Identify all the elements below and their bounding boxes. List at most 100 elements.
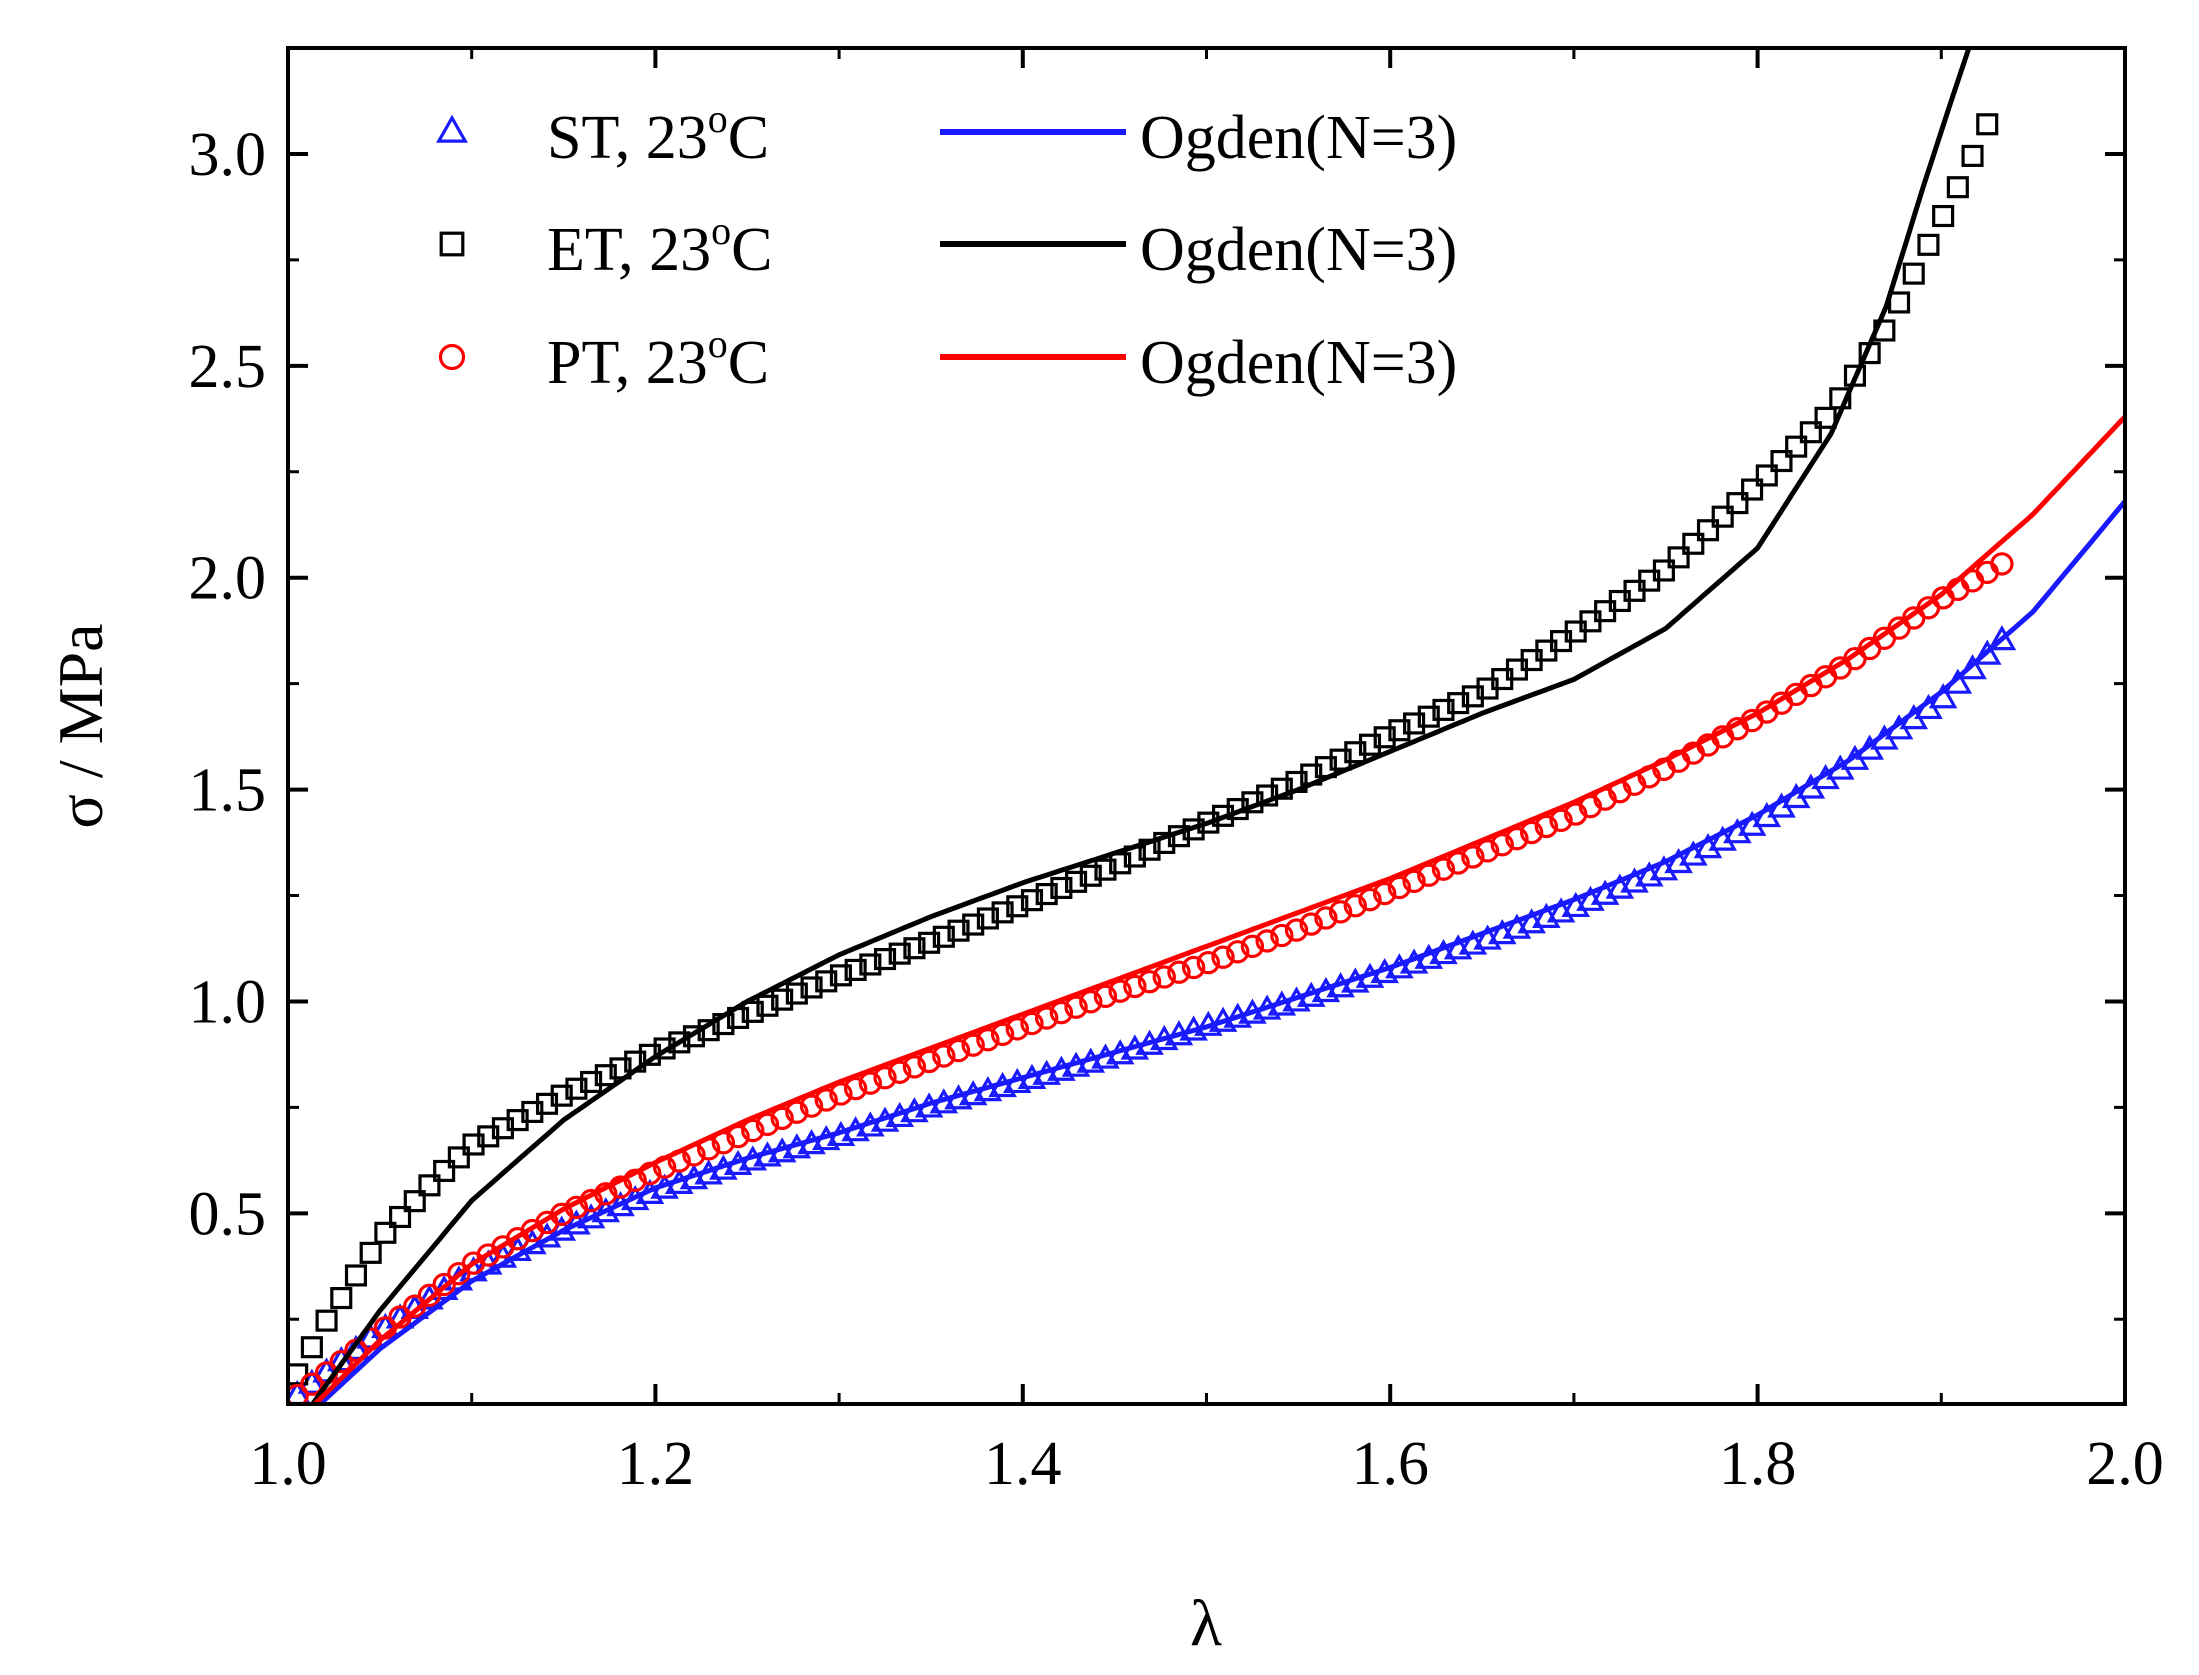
data-point-square [1755,464,1778,487]
ogden-fit-line-5 [311,414,2125,1404]
data-point-square [932,925,955,948]
data-point-square [1696,519,1720,542]
data-point-square [389,1205,412,1229]
data-point-square [741,1000,764,1023]
data-point-square [1329,748,1352,771]
data-point-square [1079,864,1102,887]
data-point-square [1006,895,1029,918]
data-point-square [1946,176,1969,199]
data-point-square [859,953,882,976]
data-point-square [1770,450,1793,473]
data-point-circle [1005,1017,1029,1041]
data-point-circle [1314,906,1338,930]
data-point-square [300,1336,323,1359]
data-point-circle [1255,929,1279,953]
legend-label-triangle: ST, 23oC [547,96,769,172]
y-tick-label: 1.0 [189,968,267,1036]
data-point-circle [288,1383,309,1404]
ogden-fit-line-4 [309,48,1972,1404]
data-point-square [447,1146,470,1169]
data-point-circle [1181,955,1206,980]
data-point-square [962,913,985,936]
data-point-square [1682,532,1705,555]
data-point-square [653,1037,676,1060]
data-point-circle [1196,950,1221,975]
data-point-circle [329,1349,353,1374]
x-tick-label: 1.2 [617,1430,695,1498]
legend-entry-triangle: ST, 23oC [436,96,769,172]
data-point-square [918,931,941,954]
data-point-square [771,988,794,1011]
data-point-square [1065,870,1088,893]
legend-label-ogden: Ogden(N=3) [1140,216,1457,284]
data-point-square [580,1070,603,1093]
data-point-square [844,958,867,981]
data-point-circle [1343,894,1367,918]
data-point-square [1961,144,1984,167]
data-point-square [756,994,779,1017]
data-point-square [1917,233,1940,256]
data-point-square [947,919,970,942]
legend-marker-circle [438,343,466,371]
plot-series-layer [288,48,2125,1404]
data-point-circle [417,1283,442,1308]
y-axis-label: σ / MPa [45,623,116,828]
data-point-circle [300,1372,324,1396]
y-tick-label: 3.0 [189,121,267,189]
legend-label-circle: PT, 23oC [547,321,769,397]
x-tick-label: 1.4 [984,1430,1062,1498]
tick-labels-layer: 1.0 1.2 1.4 1.6 1.8 2.0 0.5 1.0 1.5 2.0 2.5 3.0 [189,121,2164,1498]
data-point-square [594,1064,617,1087]
data-point-square [903,937,926,960]
legend-entry-fit-1: Ogden(N=3) [940,216,1457,284]
legend-entry-fit-2: Ogden(N=3) [940,329,1457,397]
data-point-square [1932,204,1955,228]
legend: ST, 23oC Ogden(N=3) ET, 23oC Ogden(N=3) PT, … [436,96,1457,397]
legend-marker-square [439,231,465,257]
x-tick-label: 2.0 [2086,1430,2164,1498]
ogden-fit-line-3 [316,498,2125,1404]
data-point-square [315,1309,338,1332]
data-point-square [1035,883,1058,906]
data-point-circle [1270,923,1294,948]
data-point-circle [1299,912,1323,936]
data-point-square [1785,435,1808,458]
data-point-circle [1284,918,1309,942]
legend-label-ogden: Ogden(N=3) [1140,329,1457,397]
data-point-circle [1990,552,2014,576]
data-point-square [873,948,897,971]
data-point-circle [1328,900,1353,924]
data-point-circle [432,1272,456,1297]
x-tick-label: 1.6 [1351,1430,1429,1498]
data-point-square [1741,478,1764,501]
data-point-triangle [1987,625,2017,651]
data-point-circle [1358,887,1382,912]
data-point-square [785,982,808,1005]
data-point-square [1667,546,1690,569]
data-point-square [668,1031,691,1054]
data-point-square [1417,705,1440,728]
data-point-square [1344,741,1367,764]
data-point-square [991,901,1014,924]
data-point-square [815,970,838,993]
legend-entry-fit-0: Ogden(N=3) [940,104,1457,172]
data-point-square [976,907,999,930]
legend-entry-square: ET, 23oC [439,208,773,284]
data-point-square [800,976,823,999]
y-tick-label: 1.5 [189,757,267,825]
data-point-circle [1373,881,1397,906]
data-point-square [344,1264,368,1287]
data-point-square [1153,831,1176,855]
data-point-square [418,1174,441,1197]
x-tick-label: 1.0 [249,1430,327,1498]
x-tick-label: 1.8 [1719,1430,1797,1498]
data-point-square [433,1159,456,1182]
data-point-square [829,964,852,987]
y-tick-label: 0.5 [189,1180,267,1248]
x-axis-label: λ [1190,1587,1222,1660]
data-point-square [1197,811,1220,834]
data-point-circle [1211,945,1235,969]
data-point-square [1652,559,1675,582]
data-point-circle [990,1022,1015,1047]
